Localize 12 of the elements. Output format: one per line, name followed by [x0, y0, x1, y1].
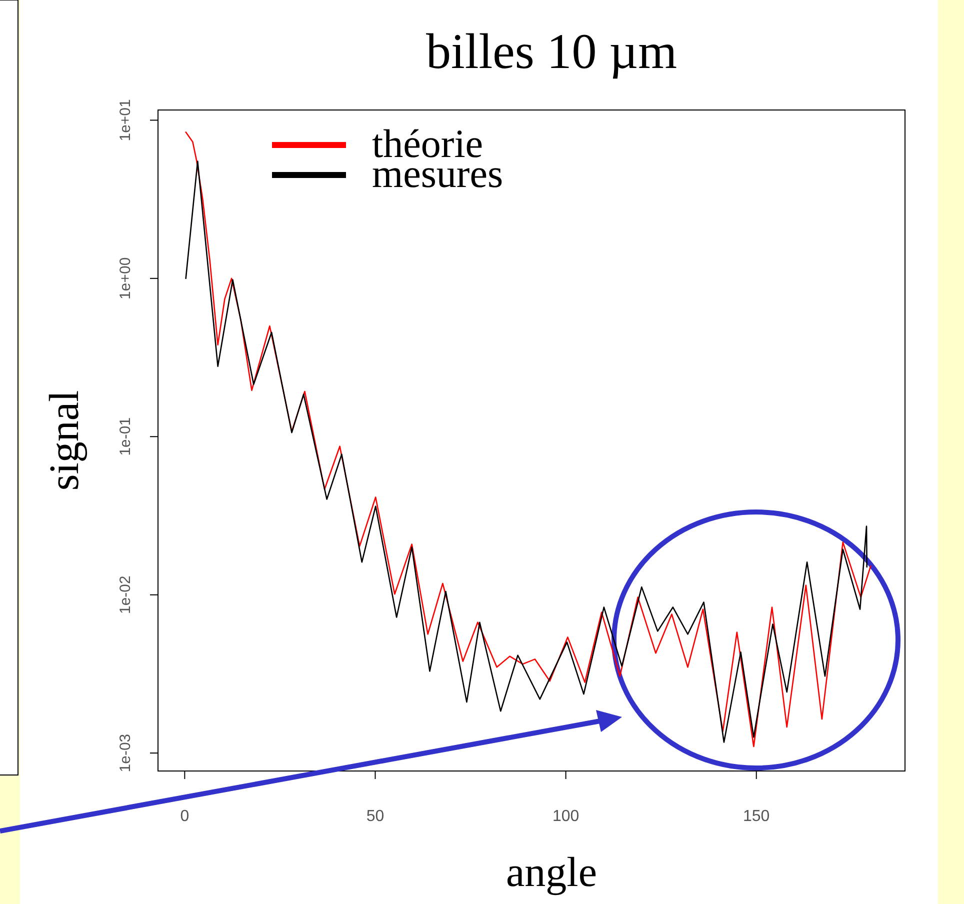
chart-title: billes 10 µm — [426, 23, 678, 79]
y-axis-title: signal — [42, 390, 88, 491]
x-axis-title: angle — [506, 850, 597, 896]
x-tick-label: 0 — [180, 808, 190, 825]
y-tick-label: 1e-03 — [117, 734, 134, 772]
x-tick-label: 50 — [366, 808, 384, 825]
y-tick-label: 1e-02 — [117, 576, 134, 614]
x-tick-label: 150 — [743, 808, 770, 825]
y-tick-label: 1e+01 — [117, 99, 134, 142]
y-tick-label: 1e-01 — [117, 417, 134, 456]
x-tick-label: 100 — [552, 808, 580, 825]
y-tick-label: 1e+00 — [117, 257, 134, 300]
